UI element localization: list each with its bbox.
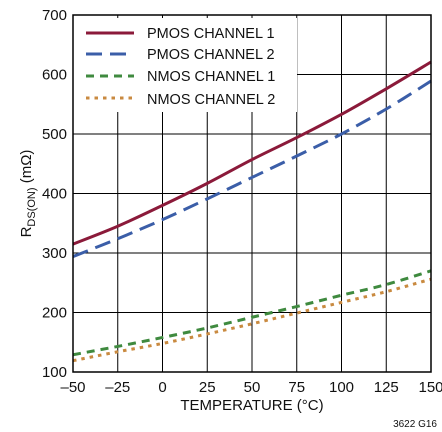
y-tick-label-2: 300	[42, 245, 67, 262]
x-tick-label-4: 50	[244, 379, 261, 396]
y-tick-label-3: 400	[42, 186, 67, 203]
x-tick-label-8: 150	[418, 379, 442, 396]
legend: PMOS CHANNEL 1 PMOS CHANNEL 2 NMOS CHANN…	[73, 18, 297, 112]
x-tick-label-1: –25	[105, 379, 130, 396]
x-axis-label: TEMPERATURE (°C)	[180, 397, 323, 414]
x-tick-label-2: 0	[158, 379, 166, 396]
y-tick-label-0: 100	[42, 364, 67, 381]
figure-id: 3622 G16	[393, 419, 437, 430]
x-tick-label-7: 125	[374, 379, 399, 396]
tick-labels: 100 200 300 400 500 600 700 –50 –25 0 25 50 75 100 125…	[42, 7, 442, 396]
series-line-nmos-channel-2	[72, 277, 432, 363]
legend-label-pmos-channel-1: PMOS CHANNEL 1	[147, 26, 275, 42]
series-line-pmos-channel-1	[72, 60, 432, 246]
y-axis-label-main: R	[18, 226, 35, 237]
x-tick-label-5: 75	[288, 379, 305, 396]
y-axis-label: RDS(ON) (mΩ)	[18, 150, 38, 238]
y-axis-label-unit: (mΩ)	[18, 150, 35, 188]
legend-label-nmos-channel-1: NMOS CHANNEL 1	[147, 69, 275, 85]
y-tick-label-4: 500	[42, 126, 67, 143]
plot-frame	[72, 14, 432, 373]
y-tick-label-5: 600	[42, 67, 67, 84]
series-line-nmos-channel-1	[72, 269, 432, 357]
x-tick-label-6: 100	[329, 379, 354, 396]
legend-label-pmos-channel-2: PMOS CHANNEL 2	[147, 47, 275, 63]
legend-label-nmos-channel-2: NMOS CHANNEL 2	[147, 92, 275, 108]
series-line-pmos-channel-2	[72, 79, 432, 258]
x-tick-label-3: 25	[199, 379, 216, 396]
x-tick-label-0: –50	[60, 379, 85, 396]
y-tick-label-6: 700	[42, 7, 67, 24]
y-tick-label-1: 200	[42, 305, 67, 322]
series-lines	[72, 60, 432, 363]
y-axis-label-subscript: DS(ON)	[26, 187, 38, 226]
